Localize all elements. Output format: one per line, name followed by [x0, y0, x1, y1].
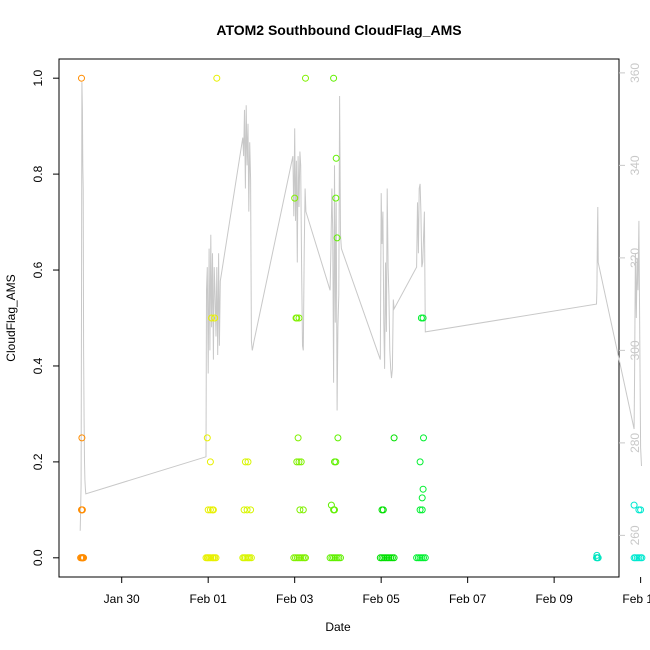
y2-tick-label: 280 — [628, 433, 642, 453]
y-tick-label: 0.8 — [31, 165, 45, 182]
data-point-group-2 — [244, 458, 252, 466]
data-point-group-4 — [331, 506, 338, 514]
x-tick-label: Feb 11 — [622, 592, 650, 606]
data-point-group-1 — [212, 554, 220, 562]
chart-title: ATOM2 Southbound CloudFlag_AMS — [216, 22, 461, 38]
data-point-group-3 — [299, 506, 307, 514]
data-point-group-3 — [291, 194, 299, 202]
data-point-group-6 — [416, 506, 424, 514]
series-track-line — [79, 82, 642, 531]
data-point-group-4 — [332, 154, 340, 162]
y2-tick-label: 340 — [628, 155, 642, 175]
y2-tick-label: 260 — [628, 525, 642, 545]
data-point-group-4 — [334, 434, 342, 442]
data-point-group-4 — [330, 74, 338, 82]
data-point-group-1 — [203, 434, 211, 442]
data-point-group-3 — [302, 74, 309, 82]
data-point-group-0 — [80, 554, 88, 562]
x-tick-label: Jan 30 — [104, 592, 140, 606]
data-point-group-4 — [331, 458, 338, 466]
data-point-group-3 — [297, 458, 305, 466]
data-point-group-2 — [247, 506, 255, 514]
data-point-group-1 — [213, 74, 221, 82]
data-point-group-4 — [332, 194, 340, 202]
data-point-group-6 — [416, 458, 424, 466]
data-point-group-2 — [241, 458, 249, 466]
data-point-group-0 — [78, 506, 86, 514]
y-tick-label: 0.4 — [31, 357, 45, 374]
x-tick-label: Feb 05 — [362, 592, 400, 606]
y-tick-label: 0.6 — [31, 261, 45, 278]
plot-frame — [58, 58, 620, 578]
data-point-group-0 — [78, 74, 85, 82]
x-tick-label: Feb 09 — [535, 592, 573, 606]
data-point-group-1 — [208, 314, 216, 322]
data-point-group-5 — [379, 506, 387, 514]
x-axis-label: Date — [325, 620, 351, 634]
data-point-group-3 — [295, 314, 303, 322]
data-point-group-6 — [418, 506, 426, 514]
y2-tick-label: 300 — [628, 340, 642, 360]
data-point-group-5 — [390, 434, 398, 442]
y2-tick-label: 360 — [628, 63, 642, 83]
data-point-group-3 — [302, 554, 309, 562]
data-point-group-3 — [296, 506, 304, 514]
data-point-group-3 — [293, 314, 301, 322]
y-tick-label: 0.2 — [31, 453, 45, 470]
y-axis-label: CloudFlag_AMS — [4, 274, 18, 361]
x-tick-label: Feb 01 — [190, 592, 228, 606]
data-point-group-8 — [630, 501, 638, 509]
data-point-group-1 — [209, 506, 216, 514]
data-point-group-6 — [419, 314, 427, 322]
data-point-group-1 — [206, 506, 214, 514]
data-point-group-3 — [294, 434, 302, 442]
data-point-group-1 — [204, 506, 212, 514]
data-point-group-6 — [421, 554, 429, 562]
plot-area: Jan 30 Feb 01 Feb 03 Feb 05 Feb 07 Feb 09 Feb … — [31, 58, 650, 606]
data-point-group-2 — [243, 506, 251, 514]
y-tick-label: 1.0 — [31, 70, 45, 87]
data-point-group-3 — [293, 458, 301, 466]
data-point-group-8 — [637, 506, 645, 514]
y-tick-label: 0.0 — [31, 549, 45, 566]
data-point-group-0 — [78, 434, 86, 442]
data-point-group-6 — [418, 494, 426, 502]
data-point-group-6 — [419, 485, 427, 493]
y2-tick-label: 320 — [628, 248, 642, 268]
data-point-group-8 — [638, 554, 646, 562]
x-tick-label: Feb 07 — [449, 592, 487, 606]
x-tick-label: Feb 03 — [276, 592, 314, 606]
data-point-group-4 — [333, 234, 341, 242]
data-point-group-7 — [593, 551, 601, 559]
data-point-group-6 — [420, 434, 427, 442]
data-point-group-1 — [211, 314, 219, 322]
data-point-group-5 — [390, 554, 398, 562]
data-point-group-4 — [337, 554, 344, 562]
data-point-group-1 — [206, 458, 214, 466]
data-point-group-2 — [247, 554, 255, 562]
data-point-group-3 — [295, 458, 303, 466]
